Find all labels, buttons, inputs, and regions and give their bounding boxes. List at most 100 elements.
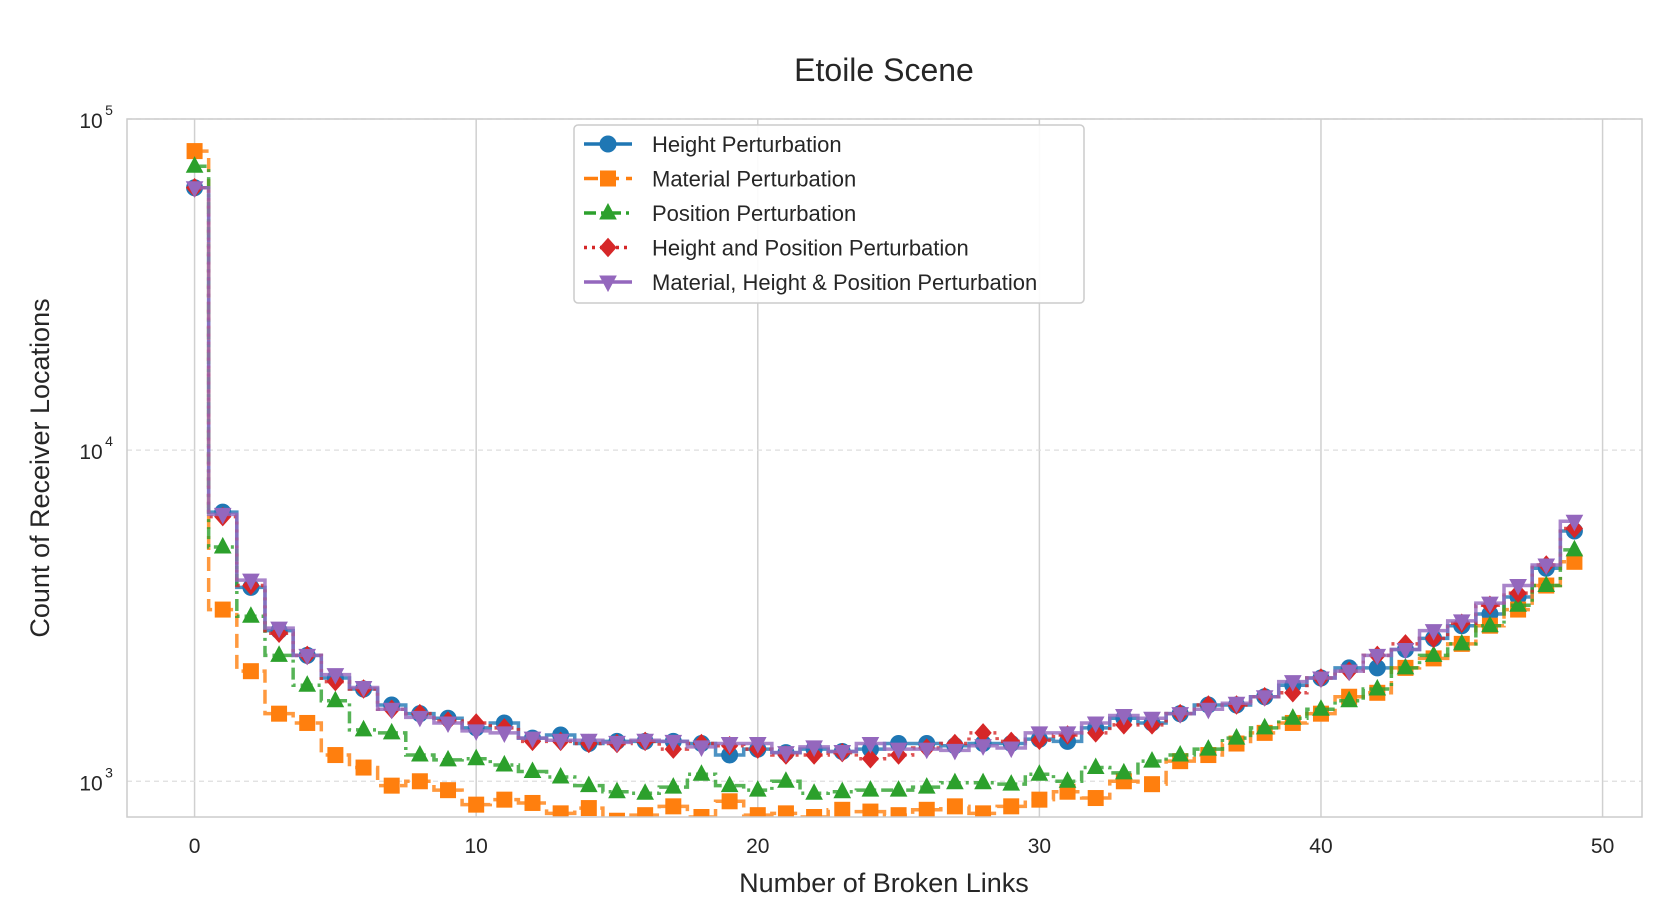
data-point [1255, 717, 1274, 735]
series-line [194, 164, 1575, 796]
data-point [1030, 726, 1049, 743]
y-tick-label: 10 [79, 772, 102, 795]
data-point [1030, 764, 1049, 781]
data-point [496, 791, 513, 808]
x-tick-label: 50 [1591, 835, 1614, 858]
data-point [213, 507, 232, 525]
data-point [608, 781, 626, 799]
data-point [382, 722, 401, 740]
data-point [551, 733, 570, 751]
data-point [1312, 671, 1330, 689]
data-point [777, 771, 795, 788]
data-point [1565, 514, 1584, 532]
data-point [354, 719, 373, 737]
data-point [213, 536, 232, 554]
legend-marker [599, 237, 617, 258]
data-point [918, 801, 935, 817]
legend-item-5: Material, Height & Position Perturbation [584, 270, 1037, 295]
data-point [748, 780, 767, 797]
x-tick-label: 40 [1309, 835, 1332, 858]
legend-label: Height and Position Perturbation [652, 236, 969, 261]
data-point [777, 805, 794, 817]
chart-title: Etoile Scene [794, 52, 974, 88]
legend-marker [599, 135, 617, 153]
data-point [833, 781, 852, 799]
data-point [468, 796, 485, 813]
data-point [1199, 702, 1218, 720]
data-point [1143, 711, 1161, 729]
x-axis-label: Number of Broken Links [739, 868, 1029, 898]
legend-marker [599, 275, 617, 293]
x-tick-label: 0 [189, 835, 201, 858]
data-point [664, 734, 683, 752]
data-point [889, 742, 908, 760]
data-point [411, 773, 428, 790]
data-point [974, 739, 992, 756]
data-point [833, 744, 852, 762]
data-point [1086, 716, 1105, 734]
data-point [270, 645, 288, 662]
data-point [1002, 774, 1021, 791]
data-point [1002, 741, 1021, 759]
legend-label: Height Perturbation [652, 132, 842, 157]
data-point [1396, 642, 1415, 660]
data-point [580, 800, 597, 817]
data-point [946, 743, 964, 761]
data-point [185, 181, 204, 198]
data-point [440, 782, 457, 799]
legend-item-4: Height and Position Perturbation [584, 236, 969, 261]
legend-box [573, 124, 1085, 304]
data-point [720, 775, 739, 793]
data-point [467, 724, 486, 741]
data-point [523, 731, 542, 749]
data-point [777, 746, 795, 763]
data-point [1058, 726, 1077, 743]
data-point [298, 648, 317, 666]
data-point [946, 798, 963, 815]
data-point [1452, 614, 1471, 631]
data-point [1509, 595, 1527, 612]
data-point [1283, 708, 1302, 725]
data-point [917, 777, 936, 794]
data-point [1452, 633, 1471, 651]
legend-marker [599, 202, 617, 220]
data-point [326, 668, 345, 685]
data-point [1396, 657, 1415, 675]
data-point [890, 807, 907, 817]
data-point [1227, 728, 1246, 745]
data-point [806, 809, 823, 817]
series-5 [185, 181, 1584, 763]
data-point [242, 606, 260, 623]
y-tick-exponent: 5 [105, 102, 113, 118]
data-point [467, 748, 486, 766]
data-point [1283, 675, 1302, 692]
data-point [861, 737, 880, 754]
data-point [1509, 579, 1527, 596]
data-point [1255, 690, 1274, 707]
data-point [721, 793, 738, 810]
data-point [692, 740, 711, 757]
data-point [1481, 596, 1499, 614]
legend: Height Perturbation Material Perturbation… [573, 124, 1085, 304]
data-point [834, 801, 851, 817]
data-point [1537, 558, 1556, 576]
data-point [1171, 744, 1190, 762]
data-point [552, 805, 569, 817]
data-point [327, 747, 344, 764]
data-point [665, 798, 682, 815]
data-point [523, 761, 542, 779]
data-point [608, 735, 626, 753]
data-point [748, 737, 767, 754]
data-point [382, 702, 401, 720]
data-point [1003, 798, 1020, 815]
data-point [411, 710, 429, 728]
data-point [917, 742, 936, 760]
data-point [411, 744, 429, 762]
data-point [805, 740, 823, 757]
data-point [524, 794, 541, 811]
legend-marker [600, 170, 616, 187]
data-point [1481, 615, 1499, 633]
data-point [946, 772, 964, 790]
data-point [551, 766, 570, 784]
